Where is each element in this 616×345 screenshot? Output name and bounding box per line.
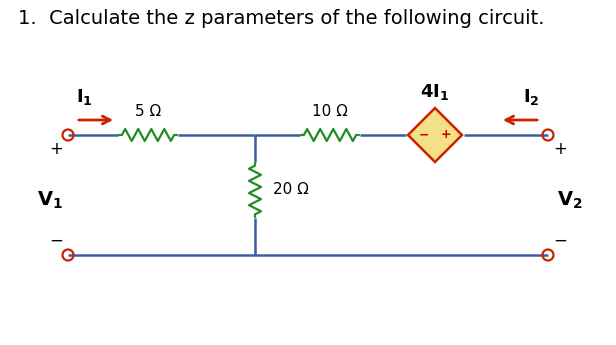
Text: $\mathbf{4I_1}$: $\mathbf{4I_1}$: [420, 82, 450, 102]
Text: −: −: [553, 232, 567, 250]
Text: $\mathbf{I_2}$: $\mathbf{I_2}$: [524, 87, 540, 107]
Text: −: −: [49, 232, 63, 250]
Text: 20 Ω: 20 Ω: [273, 183, 309, 197]
Text: +: +: [49, 140, 63, 158]
Text: $\mathbf{V_1}$: $\mathbf{V_1}$: [37, 189, 63, 211]
Text: 1.  Calculate the z parameters of the following circuit.: 1. Calculate the z parameters of the fol…: [18, 9, 545, 28]
Text: 10 Ω: 10 Ω: [312, 104, 348, 119]
Text: 5 Ω: 5 Ω: [135, 104, 161, 119]
Text: $\mathbf{V_2}$: $\mathbf{V_2}$: [557, 189, 583, 211]
Text: +: +: [441, 128, 452, 141]
Text: −: −: [418, 128, 429, 141]
Polygon shape: [408, 108, 462, 162]
Text: $\mathbf{I_1}$: $\mathbf{I_1}$: [76, 87, 93, 107]
Text: +: +: [553, 140, 567, 158]
